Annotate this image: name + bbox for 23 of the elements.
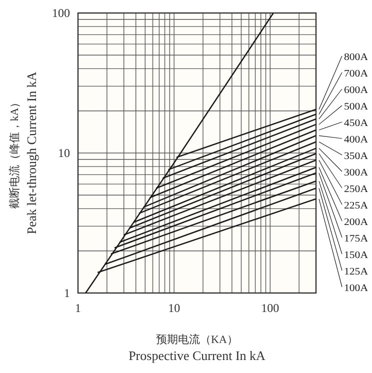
text: 600A xyxy=(344,85,369,96)
legend-label: 450A xyxy=(344,118,369,129)
y-tick-label: 1 xyxy=(64,286,70,300)
text: 100A xyxy=(344,283,369,294)
text: 225A xyxy=(344,200,369,212)
text: 200A xyxy=(344,217,369,228)
y-axis-title: 截断电流（峰值，kA） Peak let-through Current In kA xyxy=(8,71,39,234)
x-tick-label: 1 xyxy=(75,301,81,315)
text: 175A xyxy=(344,234,369,244)
x-axis-title: 预期电流（KA） Prospective Current In kA xyxy=(128,333,266,363)
y-tick-label: 10 xyxy=(58,146,70,160)
text: 150A xyxy=(344,250,369,261)
text: 250A xyxy=(344,184,369,195)
x-tick-label: 100 xyxy=(261,301,280,315)
legend-label: 350A xyxy=(344,151,369,162)
text: 300A xyxy=(344,168,369,178)
text: 125A xyxy=(344,266,369,278)
legend-label: 400A xyxy=(344,134,369,146)
text: 500A xyxy=(344,102,369,112)
x-tick-label: 10 xyxy=(168,301,180,315)
text: 800A xyxy=(344,52,369,63)
text: 700A xyxy=(344,68,369,80)
y-tick-label: 100 xyxy=(52,6,70,20)
